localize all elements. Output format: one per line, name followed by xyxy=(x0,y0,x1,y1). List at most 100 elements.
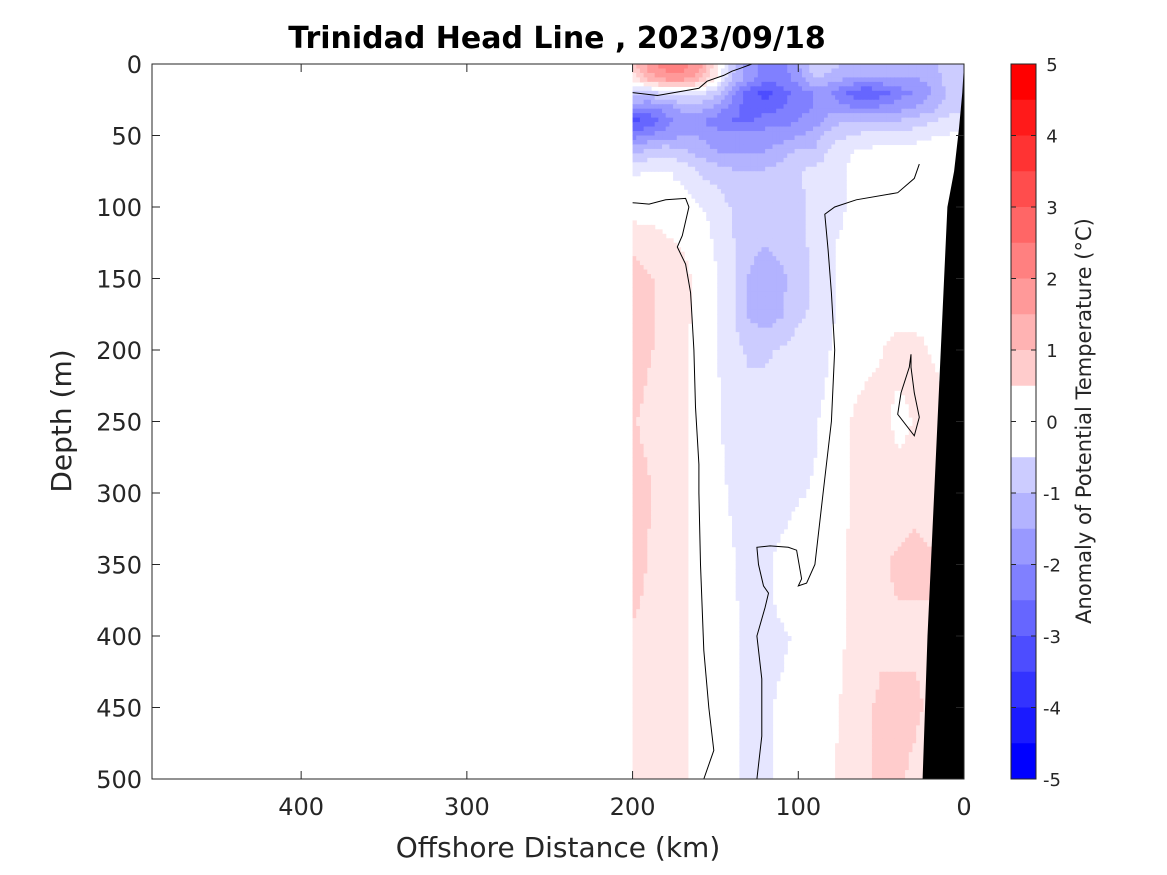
field-cell xyxy=(864,390,869,396)
field-cell xyxy=(654,345,659,351)
field-cell xyxy=(647,341,652,347)
field-cell xyxy=(765,434,770,440)
field-cell xyxy=(746,126,752,132)
field-cell xyxy=(801,233,807,239)
field-cell xyxy=(916,68,921,74)
field-cell xyxy=(732,251,737,257)
field-cell xyxy=(662,64,667,70)
field-cell xyxy=(709,68,715,74)
field-cell xyxy=(790,207,796,213)
field-cell xyxy=(728,144,733,150)
field-cell xyxy=(794,417,799,423)
field-cell xyxy=(838,175,844,181)
field-cell xyxy=(647,157,652,163)
field-cell xyxy=(941,131,947,137)
field-cell xyxy=(894,99,899,105)
field-cell xyxy=(691,108,696,114)
field-cell xyxy=(820,256,825,262)
field-cell xyxy=(743,193,748,199)
field-cell xyxy=(890,372,895,378)
field-cell xyxy=(639,278,645,284)
field-cell xyxy=(735,291,740,297)
field-cell xyxy=(768,305,774,311)
field-cell xyxy=(794,198,799,204)
field-cell xyxy=(890,399,895,405)
field-cell xyxy=(676,135,682,141)
field-cell xyxy=(728,274,733,280)
field-cell xyxy=(916,390,921,396)
field-cell xyxy=(930,64,936,70)
field-cell xyxy=(720,287,726,293)
field-cell xyxy=(827,327,833,333)
field-cell xyxy=(857,72,862,79)
field-cell xyxy=(768,403,774,409)
field-cell xyxy=(728,64,733,70)
field-cell xyxy=(952,117,958,123)
field-cell xyxy=(665,68,670,74)
field-cell xyxy=(787,144,792,150)
field-cell xyxy=(761,193,766,199)
field-cell xyxy=(632,229,637,235)
field-cell xyxy=(754,229,759,235)
field-cell xyxy=(665,314,670,320)
field-cell xyxy=(658,282,663,289)
field-cell xyxy=(816,300,821,306)
field-cell xyxy=(684,166,689,172)
field-cell xyxy=(816,390,821,396)
field-cell xyxy=(761,376,766,382)
field-cell xyxy=(894,131,899,137)
field-cell xyxy=(790,350,796,356)
field-cell xyxy=(798,233,803,239)
field-cell xyxy=(739,376,744,382)
field-cell xyxy=(654,394,659,400)
field-cell xyxy=(684,171,689,177)
field-cell xyxy=(809,251,814,257)
field-cell xyxy=(956,104,961,110)
field-cell xyxy=(798,122,803,128)
field-cell xyxy=(639,372,645,378)
field-cell xyxy=(790,238,796,244)
field-cell xyxy=(728,421,733,427)
field-cell xyxy=(846,68,851,74)
field-cell xyxy=(824,354,829,360)
field-cell xyxy=(798,242,803,248)
field-cell xyxy=(746,184,752,190)
field-cell xyxy=(805,269,810,275)
field-cell xyxy=(805,215,810,222)
field-cell xyxy=(673,430,678,436)
field-cell xyxy=(875,122,880,128)
field-cell xyxy=(676,153,682,159)
field-cell xyxy=(743,327,748,333)
field-cell xyxy=(820,332,825,338)
field-cell xyxy=(724,166,729,172)
field-cell xyxy=(783,296,788,302)
field-cell xyxy=(739,417,744,423)
field-cell xyxy=(790,291,796,297)
field-cell xyxy=(728,363,733,369)
field-cell xyxy=(702,126,707,132)
field-cell xyxy=(673,256,678,262)
field-cell xyxy=(743,350,748,356)
field-cell xyxy=(746,148,752,154)
field-cell xyxy=(695,193,700,199)
field-cell xyxy=(787,296,792,302)
field-cell xyxy=(665,144,670,150)
field-cell xyxy=(684,291,689,297)
field-cell xyxy=(647,430,652,436)
field-cell xyxy=(676,327,682,333)
field-cell xyxy=(706,184,711,190)
field-cell xyxy=(813,314,818,320)
field-cell xyxy=(728,408,733,414)
field-cell xyxy=(824,309,829,315)
field-cell xyxy=(750,417,755,423)
field-cell xyxy=(717,113,722,119)
field-cell xyxy=(783,287,788,293)
field-cell xyxy=(639,354,645,360)
field-cell xyxy=(787,207,792,213)
field-cell xyxy=(713,157,718,163)
field-cell xyxy=(658,81,663,87)
field-cell xyxy=(636,408,641,414)
field-cell xyxy=(732,412,737,418)
field-cell xyxy=(801,135,807,141)
field-cell xyxy=(827,72,833,79)
